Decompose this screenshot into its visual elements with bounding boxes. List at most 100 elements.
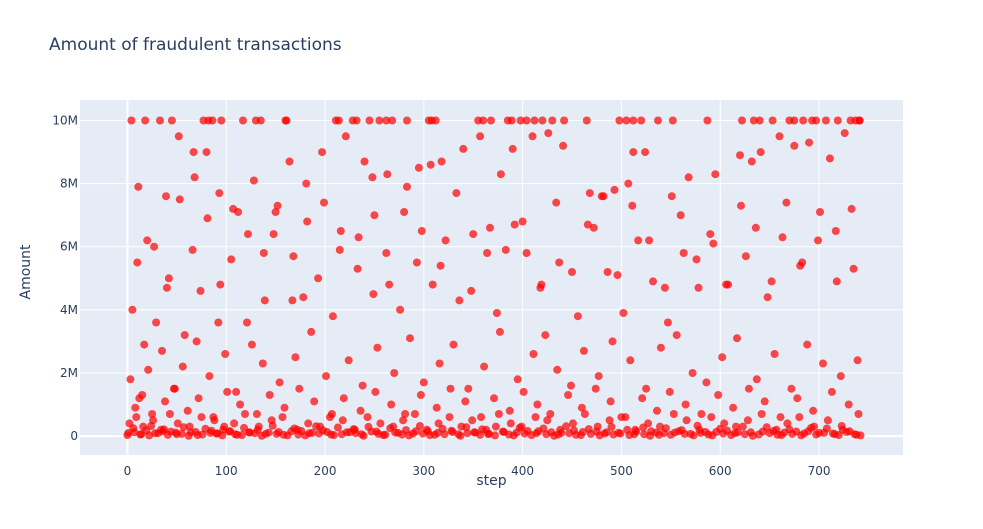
- data-point: [667, 192, 676, 201]
- data-point: [649, 277, 657, 286]
- data-point: [215, 189, 224, 198]
- data-point: [680, 429, 689, 438]
- data-point: [130, 428, 139, 437]
- data-points: [123, 116, 865, 440]
- data-point: [363, 413, 372, 422]
- data-point: [827, 387, 836, 396]
- data-point: [606, 397, 615, 406]
- data-point: [275, 378, 284, 387]
- data-point: [425, 431, 434, 440]
- data-point: [642, 384, 651, 393]
- data-point: [464, 384, 473, 393]
- data-point: [183, 406, 192, 415]
- data-point: [738, 422, 747, 431]
- data-point: [446, 384, 455, 393]
- data-point: [666, 430, 675, 439]
- data-point: [579, 346, 588, 355]
- data-point: [358, 381, 367, 390]
- data-point: [249, 176, 258, 185]
- data-point: [513, 375, 522, 384]
- data-point: [315, 429, 324, 438]
- data-point: [354, 233, 363, 242]
- data-point: [138, 391, 147, 399]
- data-point: [544, 129, 553, 138]
- data-point: [565, 429, 574, 438]
- data-point: [385, 280, 394, 289]
- data-point: [206, 428, 215, 437]
- data-point: [780, 428, 789, 437]
- x-tick-labels: 0 100 200 300 400 500 600 700: [124, 464, 831, 478]
- data-point: [578, 428, 587, 436]
- data-point: [250, 429, 259, 438]
- data-point: [522, 249, 531, 257]
- data-point: [382, 116, 391, 125]
- data-point: [452, 189, 461, 198]
- data-point: [688, 369, 697, 377]
- data-point: [198, 430, 207, 439]
- data-point: [244, 230, 252, 239]
- data-point: [257, 431, 266, 440]
- data-point: [417, 227, 426, 235]
- data-point: [391, 428, 400, 437]
- data-point: [259, 249, 268, 257]
- data-point: [492, 309, 501, 317]
- data-point: [494, 410, 503, 418]
- data-point: [704, 430, 713, 439]
- data-point: [175, 195, 184, 204]
- data-point: [400, 208, 409, 216]
- x-tick-label: 500: [610, 464, 633, 478]
- data-point: [505, 406, 514, 415]
- data-point: [210, 416, 219, 425]
- data-point: [151, 429, 160, 438]
- data-point: [419, 378, 428, 387]
- data-point: [134, 182, 143, 191]
- data-point: [729, 403, 738, 412]
- data-point: [738, 116, 746, 125]
- data-point: [448, 428, 457, 436]
- data-point: [773, 430, 782, 439]
- data-point: [483, 249, 492, 257]
- data-point: [608, 337, 617, 346]
- data-point: [798, 258, 807, 267]
- data-point: [756, 148, 765, 157]
- data-point: [797, 431, 806, 440]
- data-point: [163, 430, 172, 439]
- data-point: [727, 431, 736, 440]
- data-point: [580, 410, 589, 418]
- data-point: [184, 431, 193, 440]
- data-point: [619, 309, 628, 317]
- data-point: [223, 387, 232, 396]
- data-point: [854, 410, 863, 418]
- data-point: [572, 430, 580, 439]
- data-point: [527, 431, 536, 440]
- data-point: [291, 353, 300, 362]
- data-point: [537, 280, 546, 289]
- data-point: [665, 387, 674, 396]
- data-point: [582, 116, 591, 125]
- data-point: [755, 116, 764, 125]
- y-tick-label: 0: [70, 429, 78, 443]
- y-tick-label: 8M: [60, 177, 78, 191]
- data-point: [150, 242, 159, 251]
- data-point: [194, 394, 203, 403]
- data-point: [676, 211, 685, 220]
- data-point: [809, 406, 818, 415]
- data-point: [495, 327, 504, 336]
- data-point: [208, 116, 217, 125]
- data-point: [353, 264, 362, 273]
- data-point: [390, 369, 399, 377]
- data-point: [504, 430, 513, 439]
- data-point: [123, 431, 132, 440]
- data-point: [629, 148, 638, 157]
- data-point: [856, 431, 865, 440]
- data-point: [546, 410, 555, 418]
- data-point: [585, 189, 594, 198]
- data-point: [803, 340, 812, 349]
- data-point: [605, 416, 614, 425]
- y-tick-label: 6M: [60, 240, 78, 254]
- data-point: [490, 394, 498, 403]
- data-point: [823, 416, 832, 425]
- data-point: [748, 431, 757, 440]
- data-point: [741, 252, 750, 261]
